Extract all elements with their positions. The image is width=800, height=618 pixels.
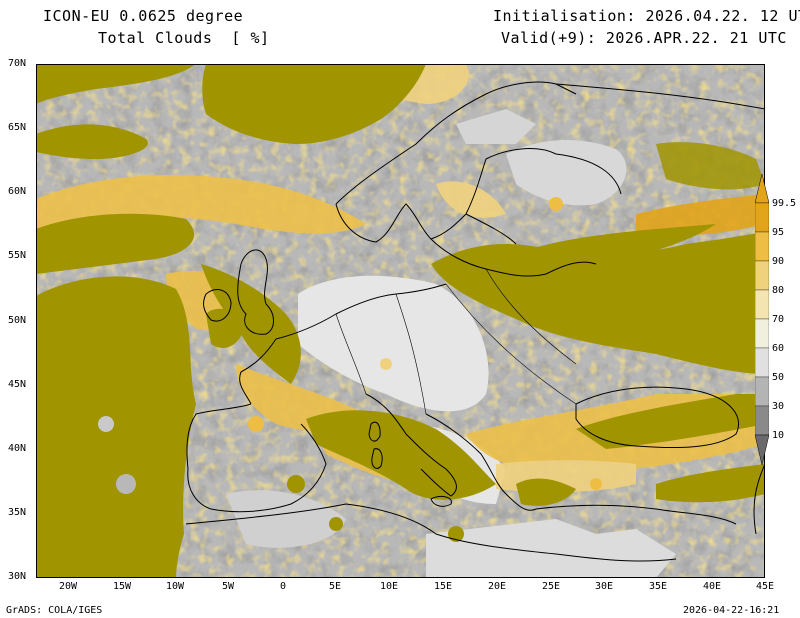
colorbar-bin (755, 318, 769, 349)
lon-label: 45E (756, 581, 775, 592)
lon-label: 20E (488, 581, 507, 592)
model-title: ICON-EU 0.0625 degree (43, 7, 244, 25)
variable-title: Total Clouds [ %] (98, 29, 270, 47)
colorbar-bin (755, 289, 769, 320)
lon-label: 5E (329, 581, 342, 592)
lat-label: 35N (8, 507, 27, 518)
colorbar-label: 80 (772, 285, 785, 296)
lon-label: 40E (703, 581, 722, 592)
colorbar-bin (755, 260, 769, 291)
colorbar-label: 50 (772, 372, 785, 383)
lon-label: 10E (380, 581, 399, 592)
lat-label: 70N (8, 58, 27, 69)
colorbar-label: 99.5 (772, 198, 797, 209)
colorbar-label: 90 (772, 256, 785, 267)
lon-label: 35E (649, 581, 668, 592)
scattered-cloud-patches (98, 197, 735, 542)
lat-label: 55N (8, 250, 27, 261)
colorbar-bin (755, 376, 769, 407)
grads-credit: GrADS: COLA/IGES (6, 605, 103, 616)
lat-label: 30N (8, 571, 27, 582)
lat-label: 45N (8, 379, 27, 390)
coastlines (185, 81, 765, 562)
colorbar-label: 10 (772, 430, 785, 441)
colorbar (755, 174, 769, 466)
lon-label: 25E (542, 581, 561, 592)
colorbar-bin (755, 202, 769, 233)
overcast-areas (36, 64, 765, 578)
colorbar-label: 70 (772, 314, 785, 325)
lon-label: 0 (280, 581, 287, 592)
lat-label: 50N (8, 315, 27, 326)
lon-label: 30E (595, 581, 614, 592)
lon-label: 10W (166, 581, 185, 592)
colorbar-top-arrow (755, 174, 769, 204)
lat-label: 60N (8, 186, 27, 197)
cloud-cover-map (36, 64, 765, 578)
colorbar-label: 30 (772, 401, 785, 412)
init-time: Initialisation: 2026.04.22. 12 UTC (493, 7, 800, 25)
valid-time: Valid(+9): 2026.APR.22. 21 UTC (501, 29, 787, 47)
render-timestamp: 2026-04-22-16:21 (683, 605, 780, 616)
colorbar-label: 60 (772, 343, 785, 354)
lon-label: 15E (434, 581, 453, 592)
lon-label: 5W (222, 581, 235, 592)
lon-label: 15W (113, 581, 132, 592)
lon-label: 20W (59, 581, 78, 592)
colorbar-label: 95 (772, 227, 785, 238)
lat-label: 65N (8, 122, 27, 133)
colorbar-bin (755, 405, 769, 436)
lat-label: 40N (8, 443, 27, 454)
colorbar-bin (755, 347, 769, 378)
colorbar-bin (755, 231, 769, 262)
colorbar-bottom-arrow (755, 434, 769, 466)
